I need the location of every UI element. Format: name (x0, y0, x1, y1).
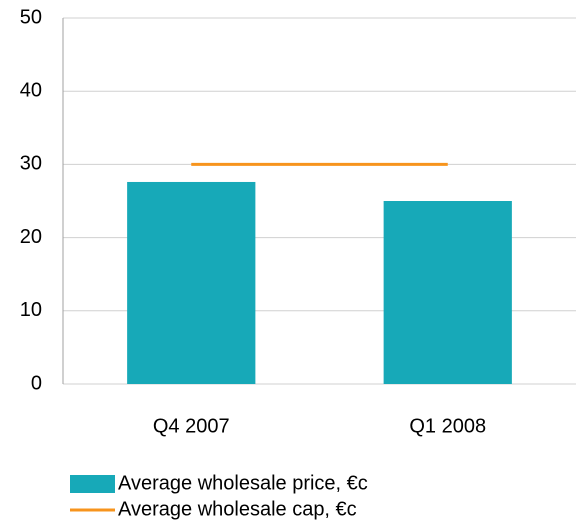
x-tick-label: Q1 2008 (409, 415, 486, 437)
legend-swatch (70, 475, 115, 493)
y-tick-label: 20 (20, 226, 42, 248)
x-tick-label: Q4 2007 (153, 415, 230, 437)
y-tick-label: 40 (20, 79, 42, 101)
y-tick-label: 50 (20, 6, 42, 28)
y-tick-label: 30 (20, 153, 42, 175)
y-tick-label: 10 (20, 299, 42, 321)
legend-label: Average wholesale cap, €c (118, 498, 357, 520)
bar (383, 201, 512, 384)
bar (127, 181, 256, 384)
legend-label: Average wholesale price, €c (118, 472, 368, 494)
y-tick-label: 0 (31, 372, 42, 394)
